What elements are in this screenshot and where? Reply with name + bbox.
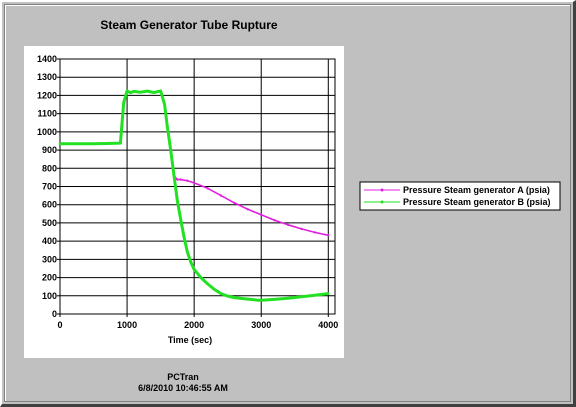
x-tick-label: 3000 bbox=[251, 320, 271, 330]
y-tick-label: 600 bbox=[42, 200, 57, 210]
y-tick-label: 300 bbox=[42, 254, 57, 264]
series-layer bbox=[58, 89, 330, 302]
x-tick-label: 1000 bbox=[117, 320, 137, 330]
series-point-a bbox=[300, 227, 303, 231]
series-point-b bbox=[122, 101, 125, 104]
footer-timestamp: 6/8/2010 10:46:55 AM bbox=[138, 383, 228, 393]
y-tick-label: 900 bbox=[42, 145, 57, 155]
legend: Pressure Steam generator A (psia) Pressu… bbox=[359, 181, 561, 211]
series-point-a bbox=[206, 187, 209, 190]
legend-marker-series-a bbox=[380, 188, 384, 192]
series-point-b bbox=[146, 89, 149, 93]
y-tick-label: 400 bbox=[42, 236, 57, 246]
x-tick-label: 0 bbox=[57, 320, 62, 330]
y-tick-label: 0 bbox=[52, 309, 57, 319]
series-point-b bbox=[92, 142, 95, 145]
y-tick-label: 1200 bbox=[37, 90, 57, 100]
series-point-b bbox=[189, 260, 192, 264]
series-point-b bbox=[226, 294, 229, 298]
series-point-b bbox=[327, 292, 330, 295]
series-point-a bbox=[233, 201, 236, 205]
series-point-b bbox=[65, 142, 68, 145]
series-point-b bbox=[163, 103, 166, 106]
x-tick-label: 4000 bbox=[318, 320, 338, 330]
series-point-b bbox=[132, 90, 135, 93]
series-point-b bbox=[246, 297, 249, 301]
series-point-a bbox=[327, 234, 330, 237]
y-tick-label: 800 bbox=[42, 163, 57, 173]
y-tick-label: 100 bbox=[42, 291, 57, 301]
y-tick-label: 1400 bbox=[37, 54, 57, 64]
series-point-a bbox=[273, 219, 276, 222]
chart-title: Steam Generator Tube Rupture bbox=[100, 18, 277, 32]
legend-label-series-b: Pressure Steam generator B (psia) bbox=[403, 197, 551, 207]
series-point-a bbox=[186, 179, 189, 182]
series-point-b bbox=[125, 89, 129, 93]
series-point-a bbox=[179, 178, 182, 181]
series-line-b bbox=[60, 89, 329, 302]
y-tick-label: 200 bbox=[42, 273, 57, 283]
series-point-b bbox=[256, 299, 260, 302]
series-point-a bbox=[219, 194, 223, 197]
series-point-b bbox=[176, 199, 179, 203]
series-point-b bbox=[192, 268, 196, 271]
series-point-b bbox=[129, 91, 132, 94]
series-point-b bbox=[166, 125, 169, 128]
footer-program: PCTran bbox=[167, 372, 199, 382]
y-tick-label: 500 bbox=[42, 218, 57, 228]
tick-layer: 0 100 200 300 400 500 600 700 800 900 1000 1100 1200… bbox=[37, 54, 338, 330]
series-point-b bbox=[159, 89, 162, 93]
grid-layer bbox=[60, 59, 335, 314]
series-point-b bbox=[105, 142, 109, 145]
series-point-b bbox=[219, 292, 223, 295]
legend-marker-series-b bbox=[380, 200, 384, 204]
series-point-b bbox=[233, 296, 236, 299]
y-tick-label: 1000 bbox=[37, 127, 57, 137]
series-point-b bbox=[139, 91, 142, 94]
series-point-b bbox=[286, 297, 290, 300]
series-point-a bbox=[192, 181, 196, 185]
series-point-b bbox=[119, 141, 122, 145]
series-point-b bbox=[186, 250, 189, 254]
series-point-b bbox=[152, 91, 156, 94]
series-point-b bbox=[169, 148, 172, 152]
y-tick-label: 700 bbox=[42, 182, 57, 192]
x-tick-label: 2000 bbox=[184, 320, 204, 330]
legend-label-series-a: Pressure Steam generator A (psia) bbox=[403, 185, 550, 195]
series-point-b bbox=[179, 218, 182, 221]
series-point-b bbox=[58, 142, 62, 145]
series-point-b bbox=[206, 282, 209, 286]
series-point-b bbox=[273, 298, 276, 301]
y-tick-label: 1300 bbox=[37, 72, 57, 82]
series-point-a bbox=[176, 178, 179, 181]
series-point-b bbox=[313, 294, 317, 297]
series-point-a bbox=[246, 208, 249, 211]
series-point-b bbox=[199, 276, 203, 279]
series-point-a bbox=[286, 223, 290, 226]
x-axis-label: Time (sec) bbox=[168, 335, 212, 345]
series-point-b bbox=[213, 288, 216, 291]
series-point-b bbox=[260, 299, 263, 302]
series-point-b bbox=[78, 142, 82, 145]
series-point-b bbox=[182, 236, 186, 239]
y-tick-label: 1100 bbox=[37, 109, 57, 119]
series-point-a bbox=[260, 213, 263, 216]
series-point-a bbox=[313, 231, 317, 234]
legend-box bbox=[359, 181, 561, 211]
series-point-b bbox=[172, 174, 176, 177]
series-point-b bbox=[300, 295, 303, 298]
